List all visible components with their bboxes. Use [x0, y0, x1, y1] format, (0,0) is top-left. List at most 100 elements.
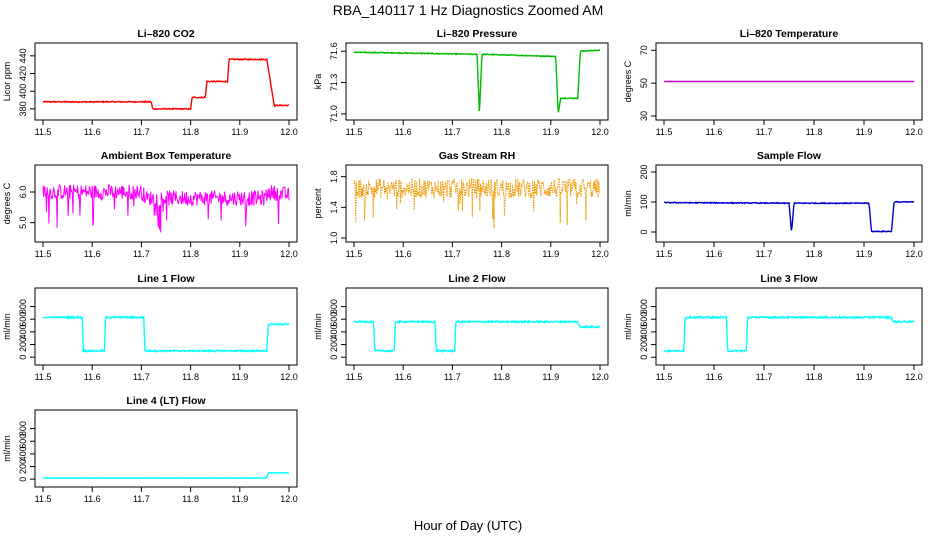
x-tick-label-pressure-4: 11.9	[542, 127, 559, 137]
y-axis-label-line3: ml/min	[623, 313, 633, 340]
plot-frame-pressure	[345, 42, 609, 121]
x-tick-label-line4-0: 11.5	[35, 494, 52, 504]
x-tick-label-rh-5: 12.0	[591, 249, 609, 259]
panel-title-li820temp: Li–820 Temperature	[740, 28, 839, 40]
x-tick-label-line1-5: 12.0	[280, 372, 298, 382]
x-tick-label-line2-2: 11.7	[444, 372, 461, 382]
x-tick-label-line3-4: 11.9	[856, 372, 873, 382]
x-tick-label-line4-4: 11.9	[231, 494, 248, 504]
x-tick-label-line4-2: 11.7	[133, 494, 150, 504]
y-tick-label-co2-1: 400	[18, 84, 28, 99]
plot-frame-co2	[34, 42, 298, 121]
x-tick-label-line2-0: 11.5	[346, 372, 363, 382]
y-tick-label-li820temp-0: 30	[639, 111, 649, 121]
panel-line2: Line 2 Flow ml/min 11.5 11.6 11.7 11.8 11.9 12.…	[313, 273, 609, 382]
x-tick-label-li820temp-3: 11.8	[806, 127, 823, 137]
x-tick-label-rh-4: 11.9	[542, 249, 559, 259]
x-tick-label-pressure-2: 11.7	[444, 127, 461, 137]
x-tick-label-co2-3: 11.8	[182, 127, 199, 137]
x-tick-label-sampleflow-4: 11.9	[856, 249, 873, 259]
x-tick-label-boxtemp-2: 11.7	[133, 249, 150, 259]
x-tick-label-boxtemp-4: 11.9	[231, 249, 248, 259]
x-tick-label-line1-4: 11.9	[231, 372, 248, 382]
y-tick-label-line2-2: 400	[329, 324, 339, 339]
x-tick-label-line4-1: 11.6	[84, 494, 101, 504]
x-tick-label-boxtemp-0: 11.5	[35, 249, 52, 259]
y-tick-label-line3-2: 400	[639, 324, 649, 339]
x-tick-label-li820temp-5: 12.0	[905, 127, 923, 137]
y-tick-label-line3-0: 0	[639, 355, 649, 360]
y-tick-label-line2-1: 200	[329, 337, 339, 352]
x-tick-label-co2-1: 11.6	[84, 127, 101, 137]
y-tick-label-pressure-2: 71.6	[329, 42, 339, 60]
x-tick-label-co2-2: 11.7	[133, 127, 150, 137]
x-tick-label-line4-3: 11.8	[182, 494, 199, 504]
x-tick-label-rh-0: 11.5	[346, 249, 363, 259]
panel-title-pressure: Li–820 Pressure	[437, 28, 518, 40]
y-tick-label-line1-3: 600	[18, 312, 28, 327]
x-tick-label-line2-4: 11.9	[542, 372, 559, 382]
y-tick-label-co2-2: 420	[18, 66, 28, 81]
x-tick-label-line2-5: 12.0	[591, 372, 609, 382]
figure-title: RBA_140117 1 Hz Diagnostics Zoomed AM	[332, 2, 604, 18]
series-line-line1	[42, 314, 290, 354]
x-tick-label-line3-2: 11.7	[756, 372, 773, 382]
x-tick-label-co2-5: 12.0	[280, 127, 298, 137]
series-line-line2	[353, 319, 601, 354]
series-line-sampleflow	[663, 200, 915, 233]
panel-pressure: Li–820 Pressure kPa 11.5 11.6 11.7 11.8 11.9 12…	[313, 28, 609, 137]
plot-frame-line2	[345, 287, 609, 366]
panel-rh: Gas Stream RH percent 11.5 11.6 11.7 11.8 11.9…	[313, 150, 609, 259]
x-tick-label-rh-2: 11.7	[444, 249, 461, 259]
x-tick-label-li820temp-4: 11.9	[856, 127, 873, 137]
y-tick-label-sampleflow-2: 200	[639, 164, 649, 179]
y-tick-label-line1-4: 800	[18, 299, 28, 314]
x-tick-label-co2-4: 11.9	[231, 127, 248, 137]
y-tick-label-rh-2: 1.8	[329, 170, 339, 183]
y-tick-label-line2-3: 600	[329, 312, 339, 327]
x-tick-label-boxtemp-5: 12.0	[280, 249, 298, 259]
x-tick-label-line1-3: 11.8	[182, 372, 199, 382]
x-axis-caption: Hour of Day (UTC)	[413, 518, 523, 533]
x-tick-label-rh-1: 11.6	[395, 249, 412, 259]
y-tick-label-boxtemp-0: 5.0	[18, 216, 28, 229]
series-line-boxtemp	[42, 183, 290, 233]
panel-li820temp: Li–820 Temperature degrees C 11.5 11.6 11.7 1…	[623, 28, 923, 137]
x-tick-label-li820temp-0: 11.5	[656, 127, 673, 137]
panel-title-line3: Line 3 Flow	[760, 273, 818, 285]
y-tick-label-pressure-0: 71.0	[329, 105, 339, 123]
y-tick-label-li820temp-1: 50	[639, 78, 649, 88]
plot-frame-line4	[34, 409, 298, 488]
x-tick-label-boxtemp-1: 11.6	[84, 249, 101, 259]
y-axis-label-line1: ml/min	[2, 313, 12, 340]
x-tick-label-co2-0: 11.5	[35, 127, 52, 137]
panel-title-rh: Gas Stream RH	[439, 150, 515, 162]
y-axis-label-co2: Licor ppm	[2, 62, 12, 102]
x-tick-label-li820temp-2: 11.7	[756, 127, 773, 137]
plot-frame-boxtemp	[34, 164, 298, 243]
series-line-co2	[42, 57, 290, 111]
y-tick-label-line3-4: 800	[639, 299, 649, 314]
y-axis-label-boxtemp: degrees C	[2, 182, 12, 224]
x-tick-label-pressure-3: 11.8	[493, 127, 510, 137]
y-tick-label-pressure-1: 71.3	[329, 74, 339, 92]
plot-frame-sampleflow	[655, 164, 923, 243]
y-axis-label-li820temp: degrees C	[623, 60, 633, 102]
y-tick-label-line3-3: 600	[639, 312, 649, 327]
x-tick-label-line2-3: 11.8	[493, 372, 510, 382]
y-tick-label-sampleflow-0: 0	[639, 229, 649, 234]
x-tick-label-sampleflow-0: 11.5	[656, 249, 673, 259]
plot-frame-line3	[655, 287, 923, 366]
y-tick-label-line4-3: 600	[18, 434, 28, 449]
x-tick-label-sampleflow-1: 11.6	[706, 249, 723, 259]
panel-sampleflow: Sample Flow ml/min 11.5 11.6 11.7 11.8 11.9 12.…	[623, 150, 923, 259]
y-tick-label-boxtemp-1: 6.0	[18, 186, 28, 199]
series-line-pressure	[353, 49, 601, 113]
x-tick-label-sampleflow-3: 11.8	[806, 249, 823, 259]
plot-frame-rh	[345, 164, 609, 243]
y-tick-label-line2-4: 800	[329, 299, 339, 314]
x-tick-label-line4-5: 12.0	[280, 494, 298, 504]
series-line-line3	[663, 314, 915, 353]
panel-title-sampleflow: Sample Flow	[757, 150, 822, 162]
